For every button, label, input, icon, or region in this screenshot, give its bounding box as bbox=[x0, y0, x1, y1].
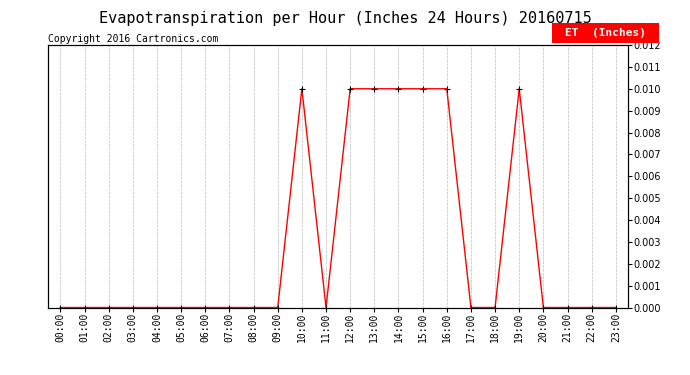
Text: ET  (Inches): ET (Inches) bbox=[565, 28, 646, 38]
Text: Copyright 2016 Cartronics.com: Copyright 2016 Cartronics.com bbox=[48, 34, 219, 44]
Text: Evapotranspiration per Hour (Inches 24 Hours) 20160715: Evapotranspiration per Hour (Inches 24 H… bbox=[99, 11, 591, 26]
